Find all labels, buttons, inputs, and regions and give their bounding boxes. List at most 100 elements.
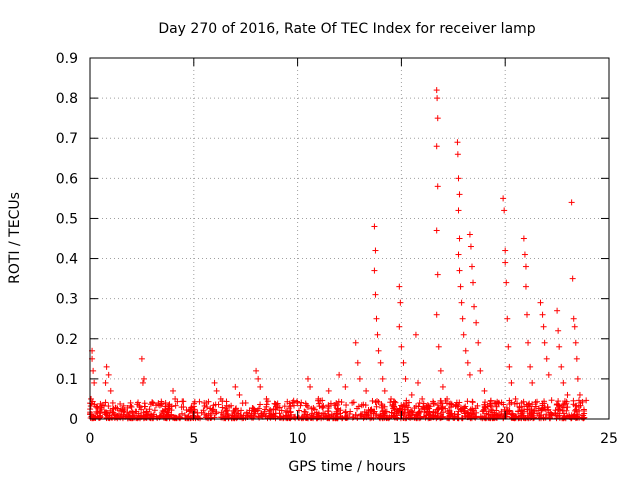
data-point (373, 403, 380, 410)
data-point (178, 410, 185, 417)
data-point (576, 414, 583, 421)
data-point (471, 303, 478, 310)
data-point (377, 412, 384, 419)
data-point (264, 398, 271, 405)
data-point (434, 271, 441, 278)
data-point (570, 315, 577, 322)
data-point (105, 371, 112, 378)
data-point (541, 339, 548, 346)
data-point (474, 402, 481, 409)
data-point (258, 410, 265, 417)
data-point (183, 407, 190, 414)
data-point (297, 402, 304, 409)
data-point (433, 311, 440, 318)
data-point (105, 403, 112, 410)
data-point (561, 400, 568, 407)
data-point (532, 403, 539, 410)
data-point (455, 207, 462, 214)
data-point (424, 405, 431, 412)
data-point (545, 371, 552, 378)
data-point (151, 407, 158, 414)
data-point (455, 251, 462, 258)
data-point (408, 391, 415, 398)
data-point (251, 408, 258, 415)
data-point (219, 404, 226, 411)
data-point (173, 415, 180, 422)
data-point (319, 404, 326, 411)
data-point (349, 414, 356, 421)
data-point (523, 311, 530, 318)
data-point (505, 343, 512, 350)
data-point (464, 359, 471, 366)
data-point (284, 398, 291, 405)
data-point (157, 412, 164, 419)
data-point (374, 331, 381, 338)
data-point (235, 411, 242, 418)
data-point (298, 399, 305, 406)
data-point (124, 409, 131, 416)
data-point (460, 331, 467, 338)
data-point (508, 414, 515, 421)
data-point (521, 251, 528, 258)
data-point (512, 395, 519, 402)
x-tick-label: 5 (189, 431, 198, 447)
data-point (363, 387, 370, 394)
data-point (335, 405, 342, 412)
data-point (383, 408, 390, 415)
data-point (420, 403, 427, 410)
data-point (531, 407, 538, 414)
data-point (225, 411, 232, 418)
data-point (302, 400, 309, 407)
y-tick-label: 0.2 (56, 332, 78, 348)
y-tick-label: 0.4 (56, 252, 78, 268)
data-point (575, 397, 582, 404)
data-point (558, 363, 565, 370)
data-point (111, 414, 118, 421)
data-point (475, 339, 482, 346)
data-point (451, 414, 458, 421)
data-point (222, 405, 229, 412)
data-point (360, 415, 367, 422)
data-point (174, 398, 181, 405)
data-point (129, 409, 136, 416)
data-point (564, 391, 571, 398)
data-point (212, 410, 219, 417)
x-tick-label: 15 (392, 431, 410, 447)
data-point (225, 414, 232, 421)
data-point (571, 411, 578, 418)
data-point (355, 403, 362, 410)
data-point (540, 323, 547, 330)
data-point (576, 407, 583, 414)
x-tick-label: 25 (600, 431, 618, 447)
data-point (473, 413, 480, 420)
data-point (482, 405, 489, 412)
data-point (454, 139, 461, 146)
data-point (534, 410, 541, 417)
data-point (362, 402, 369, 409)
data-point (434, 95, 441, 102)
data-point (250, 414, 257, 421)
data-point (338, 399, 345, 406)
data-point (435, 343, 442, 350)
data-point (437, 400, 444, 407)
data-point (560, 379, 567, 386)
data-point (96, 410, 103, 417)
plot-frame (89, 57, 610, 420)
data-point (311, 406, 318, 413)
data-point (389, 402, 396, 409)
data-point (503, 404, 510, 411)
data-point (572, 406, 579, 413)
data-point (437, 367, 444, 374)
data-point (568, 199, 575, 206)
data-point (394, 408, 401, 415)
data-point (372, 291, 379, 298)
data-point (453, 399, 460, 406)
data-point (576, 391, 583, 398)
x-tick-label: 10 (289, 431, 307, 447)
data-point (111, 411, 118, 418)
data-point (196, 398, 203, 405)
data-point (165, 402, 172, 409)
data-point (273, 401, 280, 408)
data-point (506, 363, 513, 370)
data-point (390, 405, 397, 412)
